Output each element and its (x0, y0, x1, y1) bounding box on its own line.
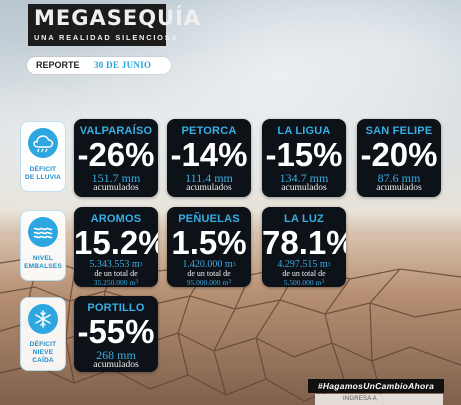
amount-superscript: 3 (232, 262, 236, 268)
card-note: de un total de (94, 269, 138, 278)
report-date: 30 DE JUNIO (94, 60, 152, 70)
total-superscript: 3 (228, 279, 232, 285)
amount-number: 4.297.515 m (277, 259, 328, 270)
card-amount: 111.4 mm (185, 171, 233, 185)
reservoir-card-penuelas: PEÑUELAS 1.5% 1.420.000 m3 de un total d… (167, 207, 251, 287)
snow-card-portillo: PORTILLO -55% 268 mm acumulados (74, 296, 158, 372)
card-name: PEÑUELAS (178, 213, 240, 225)
report-label: REPORTE (36, 60, 80, 70)
bottom-strip: INGRESA A (315, 394, 443, 405)
total-superscript: 3 (135, 279, 139, 285)
card-amount: 151.7 mm (91, 171, 141, 185)
card-value: -26% (77, 136, 155, 173)
card-amount: 87.6 mm (377, 171, 421, 185)
snow-icon-circle (28, 304, 58, 334)
card-amount: 1.420.000 m3 (167, 259, 251, 271)
card-name: PETORCA (181, 125, 237, 137)
reservoir-label-line2: EMBALSES (24, 263, 62, 270)
brand-subtitle: UNA REALIDAD SILENCIOSA (34, 33, 179, 42)
rain-card-san-felipe: SAN FELIPE -20% 87.6 mm acumulados (357, 119, 441, 197)
rain-deficit-column: DÉFICIT DE LLUVIA (20, 121, 66, 192)
rain-deficit-label: DÉFICIT DE LLUVIA (21, 166, 65, 182)
card-value: 78.1% (262, 224, 346, 261)
card-value: -20% (360, 136, 438, 173)
card-name: AROMOS (90, 213, 142, 225)
amount-number: 1.420.000 m (182, 259, 233, 270)
reservoir-card-la-luz: LA LUZ 78.1% 4.297.515 m3 de un total de… (262, 207, 346, 287)
snow-label-line3: CAÍDA (32, 357, 54, 364)
snowflake-icon (35, 310, 51, 328)
card-value: -15% (265, 136, 343, 173)
card-note: acumulados (186, 183, 232, 193)
amount-number: 5.343.553 m (89, 259, 140, 270)
amount-superscript: 3 (327, 262, 331, 268)
reservoir-card-aromos: AROMOS 15.2% 5.343.553 m3 de un total de… (74, 207, 158, 287)
rain-cloud-icon (33, 135, 54, 153)
amount-superscript: 3 (139, 262, 143, 268)
card-note: acumulados (93, 183, 139, 193)
total-number: 5.500.000 m (283, 278, 322, 287)
brand-header: MEGASEQUÍA UNA REALIDAD SILENCIOSA (28, 4, 200, 46)
rain-label-line2: DE LLUVIA (24, 174, 62, 181)
total-number: 35.250.000 m (93, 278, 136, 287)
rain-card-valparaiso: VALPARAÍSO -26% 151.7 mm acumulados (74, 119, 158, 197)
card-amount: 4.297.515 m3 (262, 259, 346, 271)
card-value: 1.5% (171, 224, 247, 261)
card-total: 35.250.000 m3 (74, 278, 158, 287)
brand-title: MEGASEQUÍA (34, 6, 202, 30)
card-note: de un total de (187, 269, 231, 278)
rain-icon-circle (28, 128, 58, 158)
snow-deficit-label: DÉFICIT NIEVE CAÍDA (21, 341, 65, 365)
report-pill: REPORTE 30 DE JUNIO (27, 57, 171, 74)
card-name: LA LIGUA (277, 125, 331, 137)
card-total: 5.500.000 m3 (262, 278, 346, 287)
card-name: LA LUZ (284, 213, 324, 225)
campaign-hashtag: #HagamosUnCambioAhora (308, 379, 444, 393)
total-superscript: 3 (321, 279, 325, 285)
card-amount: 268 mm (96, 348, 136, 362)
reservoir-column: NIVEL EMBALSES (20, 210, 66, 281)
card-amount: 5.343.553 m3 (74, 259, 158, 271)
card-note: acumulados (93, 360, 139, 370)
card-name: SAN FELIPE (365, 125, 433, 137)
card-name: VALPARAÍSO (79, 125, 153, 137)
water-waves-icon (33, 227, 53, 239)
card-amount: 134.7 mm (279, 171, 329, 185)
card-name: PORTILLO (87, 302, 145, 314)
total-number: 95.000.000 m (186, 278, 229, 287)
card-total: 95.000.000 m3 (167, 278, 251, 287)
rain-label-line1: DÉFICIT (29, 166, 57, 173)
snow-deficit-column: DÉFICIT NIEVE CAÍDA (20, 297, 66, 371)
card-note: acumulados (376, 183, 422, 193)
card-value: 15.2% (74, 224, 158, 261)
card-value: -55% (77, 313, 155, 350)
card-note: de un total de (282, 269, 326, 278)
card-note: acumulados (281, 183, 327, 193)
card-value: -14% (170, 136, 248, 173)
snow-label-line2: NIEVE (32, 349, 54, 356)
rain-card-petorca: PETORCA -14% 111.4 mm acumulados (167, 119, 251, 197)
rain-card-la-ligua: LA LIGUA -15% 134.7 mm acumulados (262, 119, 346, 197)
snow-label-line1: DÉFICIT (29, 341, 57, 348)
reservoir-icon-circle (28, 217, 58, 247)
reservoir-label: NIVEL EMBALSES (21, 255, 65, 271)
reservoir-label-line1: NIVEL (32, 255, 54, 262)
